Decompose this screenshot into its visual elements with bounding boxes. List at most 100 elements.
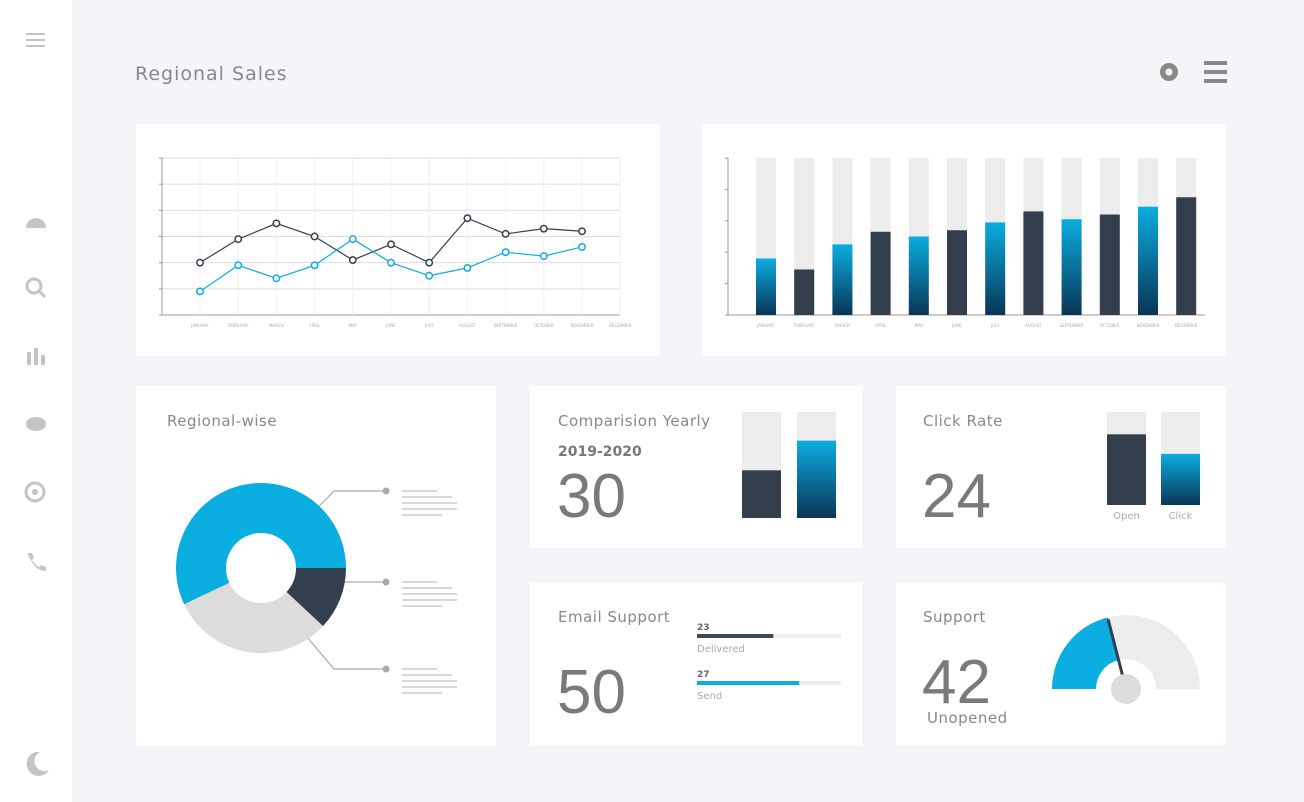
email-card — [530, 583, 862, 745]
bar — [947, 230, 967, 315]
x-tick-label: OCTOBER — [534, 323, 554, 328]
point — [234, 235, 243, 244]
menu-icon[interactable] — [26, 33, 45, 35]
x-tick-label: SEPTEMBER — [1060, 323, 1084, 328]
bar — [756, 258, 776, 315]
point — [578, 227, 586, 236]
gauge-knob — [1111, 674, 1141, 704]
x-tick-label: DECEMBER — [609, 323, 632, 328]
card-title: Support — [923, 608, 986, 626]
x-tick-label: AUGUST — [1025, 323, 1042, 328]
x-tick-label: DECEMBER — [1175, 323, 1198, 328]
point — [387, 258, 395, 267]
bar — [742, 470, 781, 518]
point — [310, 261, 319, 270]
donut-segment — [286, 568, 346, 627]
bar — [870, 231, 891, 315]
settings-icon[interactable] — [1160, 63, 1178, 81]
point — [463, 263, 472, 272]
bar-label: Click — [1169, 511, 1193, 522]
mail-icon[interactable] — [24, 481, 46, 503]
x-tick-label: FEBRUARY — [794, 323, 816, 328]
x-tick-label: NOVEMBER — [571, 323, 594, 328]
bar — [908, 236, 929, 315]
card-title: Click Rate — [923, 412, 1003, 430]
bar — [1061, 219, 1082, 315]
point — [501, 229, 510, 238]
point — [578, 243, 586, 251]
placeholder-text — [402, 490, 457, 694]
chart-icon[interactable] — [27, 352, 31, 365]
bar — [1099, 214, 1120, 315]
gauge-fill — [1052, 617, 1119, 689]
x-tick-label: APRIL — [309, 323, 321, 328]
bar — [1107, 434, 1146, 505]
point — [425, 258, 434, 267]
x-tick-label: MAY — [915, 323, 924, 328]
donut-segment — [175, 482, 346, 605]
point — [539, 252, 548, 261]
point — [272, 219, 281, 228]
x-tick-label: JANUARY — [190, 323, 209, 328]
progress-bar — [697, 681, 800, 685]
list-icon[interactable] — [1204, 61, 1227, 83]
bar — [1161, 453, 1200, 505]
search-icon[interactable] — [25, 277, 43, 295]
bar — [985, 222, 1006, 315]
kpi-value: 24 — [922, 462, 991, 531]
chat-icon[interactable] — [26, 417, 46, 431]
point — [387, 240, 395, 249]
line-card — [136, 124, 660, 356]
point — [463, 214, 472, 223]
point — [196, 258, 204, 267]
page-title: Regional Sales — [135, 63, 288, 85]
card-title: Regional-wise — [167, 412, 277, 430]
dashboard-icon[interactable] — [26, 218, 46, 228]
callout-dots — [382, 487, 390, 673]
sidebar-icons — [24, 33, 49, 776]
row-label: Delivered — [697, 644, 745, 655]
point — [501, 248, 510, 257]
row-label: Send — [697, 691, 722, 702]
theme-icon[interactable] — [26, 751, 49, 776]
point — [196, 287, 204, 296]
x-tick-label: MARCH — [835, 323, 850, 328]
progress-bar — [697, 634, 774, 638]
row-count: 23 — [697, 623, 710, 633]
bar-label: Open — [1113, 511, 1140, 522]
bar — [797, 440, 836, 518]
card-title: Email Support — [558, 608, 670, 626]
x-tick-label: FEBRUARY — [228, 323, 250, 328]
x-tick-label: NOVEMBER — [1137, 323, 1160, 328]
x-tick-label: MAY — [349, 323, 358, 328]
x-tick-label: MARCH — [269, 323, 284, 328]
x-tick-label: APRIL — [875, 323, 887, 328]
point — [234, 261, 243, 270]
point — [348, 235, 357, 244]
kpi-value: 50 — [557, 658, 626, 727]
point — [272, 274, 281, 283]
x-tick-label: SEPTEMBER — [494, 323, 518, 328]
x-tick-label: AUGUST — [459, 323, 476, 328]
point — [425, 271, 434, 280]
donut-segment — [184, 582, 323, 653]
bar — [794, 269, 815, 315]
bar — [1023, 211, 1044, 315]
x-tick-label: JANUARY — [756, 323, 775, 328]
bar — [832, 244, 853, 315]
kpi-value: 30 — [557, 462, 626, 531]
x-tick-label: OCTOBER — [1100, 323, 1120, 328]
point — [348, 256, 357, 264]
point — [310, 232, 319, 241]
row-count: 27 — [697, 670, 710, 680]
card-title: Comparision Yearly — [558, 412, 711, 430]
point — [539, 224, 548, 233]
x-tick-label: JULY — [424, 323, 434, 328]
phone-icon[interactable] — [28, 553, 46, 572]
sidebar — [0, 0, 72, 802]
bar — [1176, 197, 1197, 315]
kpi-value: 42 — [922, 648, 991, 717]
x-tick-label: JUNE — [385, 323, 396, 328]
x-tick-label: JUNE — [951, 323, 962, 328]
